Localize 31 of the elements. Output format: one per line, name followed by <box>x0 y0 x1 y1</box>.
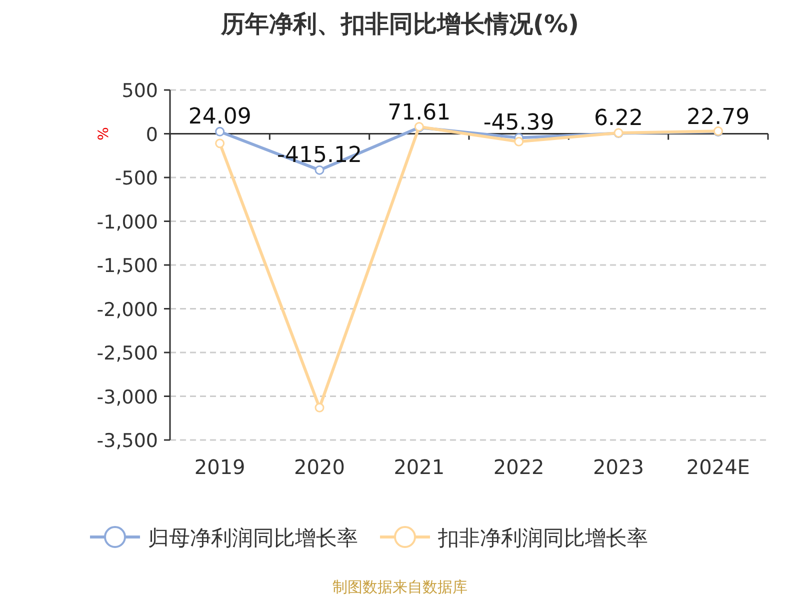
data-label: 6.22 <box>594 106 643 132</box>
y-tick-label: -2,500 <box>96 342 158 364</box>
point <box>314 402 324 412</box>
legend-label: 扣非净利润同比增长率 <box>437 526 648 550</box>
data-label: 24.09 <box>188 104 252 130</box>
y-tick-label: -3,000 <box>96 386 158 408</box>
text: 制图数据来自数据库 <box>332 578 468 596</box>
y-tick-label: 0 <box>146 124 158 146</box>
y-tick-label: -500 <box>114 168 158 190</box>
chart-title: 历年净利、扣非同比增长情况(%) <box>220 10 579 38</box>
legend-label: 归母净利润同比增长率 <box>148 526 358 550</box>
data-label: -45.39 <box>483 110 554 136</box>
data-label: 71.61 <box>388 100 451 126</box>
x-tick-label: 2019 <box>194 455 246 479</box>
y-tick-label: -3,500 <box>96 430 158 452</box>
x-tick-label: 2023 <box>593 455 644 479</box>
data-label: -415.12 <box>277 143 362 168</box>
y-tick-label: -1,500 <box>96 255 158 277</box>
x-tick-label: 2022 <box>493 455 544 479</box>
y-axis-title: % <box>96 127 112 140</box>
x-tick-label: 2020 <box>294 455 345 479</box>
point <box>215 138 225 148</box>
y-tick-label: -1,000 <box>96 211 158 234</box>
data-label: 22.79 <box>686 104 750 130</box>
x-tick-label: 2021 <box>394 455 445 479</box>
y-tick-label: 500 <box>122 80 158 102</box>
y-tick-label: -2,000 <box>96 298 158 321</box>
point <box>514 136 524 146</box>
x-tick-label: 2024E <box>686 455 750 479</box>
point <box>314 165 324 175</box>
point <box>215 126 225 136</box>
